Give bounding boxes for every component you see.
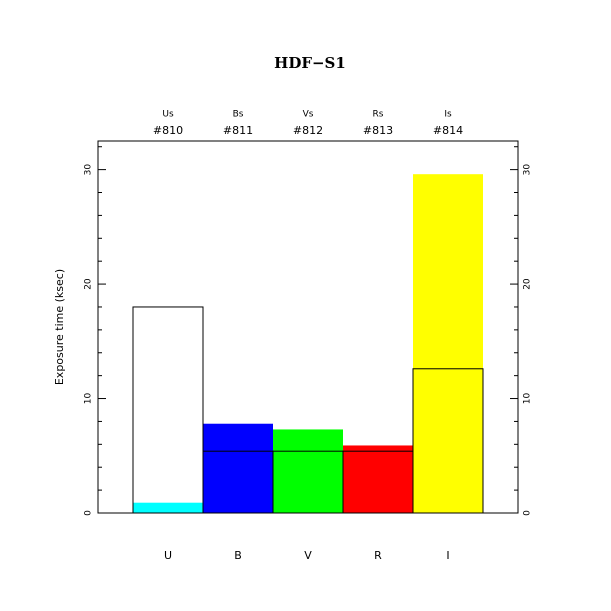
x-tick-label: I bbox=[446, 549, 449, 562]
x-tick-label: U bbox=[164, 549, 172, 562]
bar-outline bbox=[132, 306, 204, 514]
y-axis-label: Exposure time (ksec) bbox=[53, 269, 66, 385]
bar bbox=[273, 429, 343, 513]
filter-label: #810 bbox=[153, 124, 183, 137]
x-tick-label: B bbox=[234, 549, 242, 562]
filter-label: #814 bbox=[433, 124, 463, 137]
y-tick-label: 0 bbox=[84, 510, 94, 516]
band-label: Us bbox=[162, 110, 174, 120]
filter-label: #811 bbox=[223, 124, 253, 137]
x-tick-label: R bbox=[374, 549, 382, 562]
y-tick-label: 30 bbox=[84, 164, 94, 176]
filter-label: #812 bbox=[293, 124, 323, 137]
y-tick-label: 0 bbox=[523, 510, 533, 516]
y-tick-label: 10 bbox=[84, 393, 94, 405]
band-label: Bs bbox=[233, 110, 244, 120]
band-label: Is bbox=[444, 110, 452, 120]
filter-label: #813 bbox=[363, 124, 393, 137]
bar bbox=[133, 502, 203, 513]
y-tick-label: 10 bbox=[523, 393, 533, 405]
bar bbox=[413, 174, 483, 513]
x-tick-label: V bbox=[304, 549, 312, 562]
band-label: Rs bbox=[373, 110, 384, 120]
plot-frame bbox=[97, 140, 519, 514]
y-tick-label: 20 bbox=[84, 278, 94, 290]
bar bbox=[343, 445, 413, 513]
band-label: Vs bbox=[303, 110, 314, 120]
y-tick-label: 30 bbox=[523, 164, 533, 176]
y-tick-label: 20 bbox=[523, 278, 533, 290]
chart-title: HDF−S1 bbox=[274, 54, 346, 72]
bar bbox=[203, 423, 273, 513]
